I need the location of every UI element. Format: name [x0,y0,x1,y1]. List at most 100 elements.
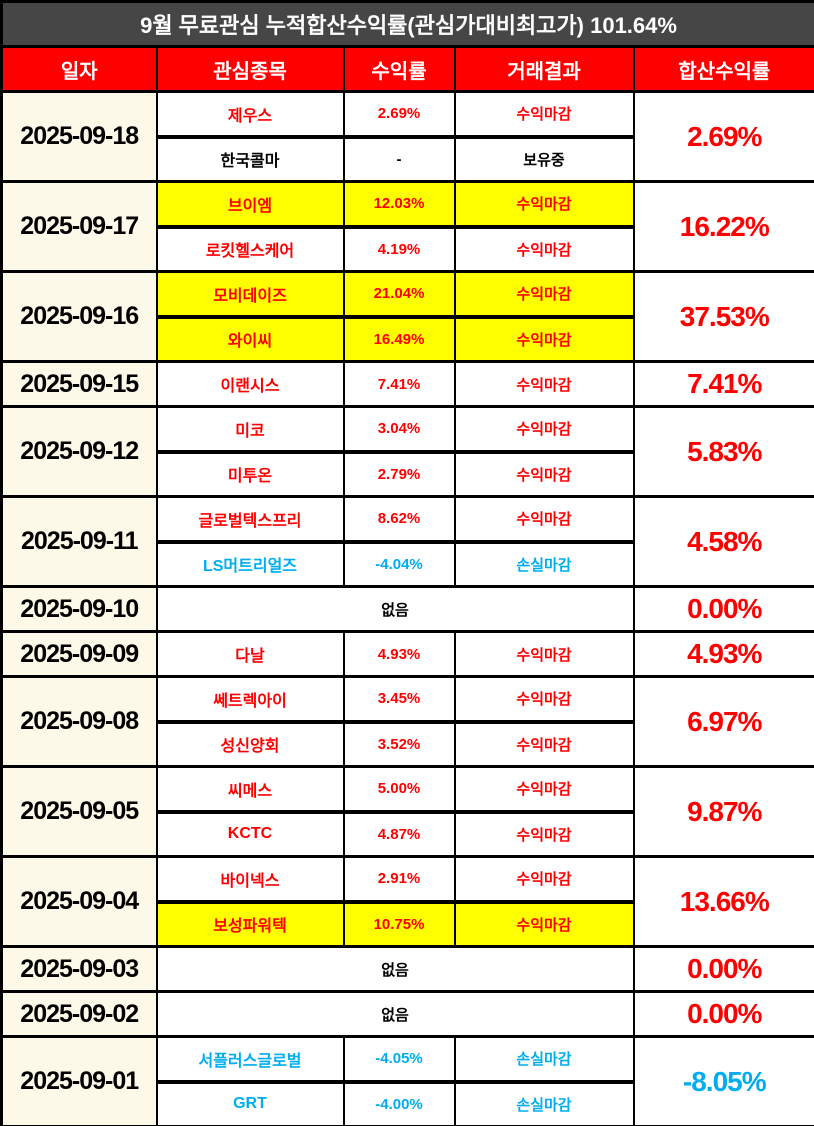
stock-name: 이랜시스 [155,360,345,408]
table-row: 2025-09-05 씨메스 5.00% 수익마감 9.87% [0,765,814,858]
table-row: 로킷헬스케어 4.19% 수익마감 [2,224,814,273]
date-value: 2025-09-01 [0,1035,158,1126]
stock-name: 미코 [155,405,345,453]
stock-name: 미투온 [155,449,345,498]
return-value: - [342,134,456,183]
total-return: 0.00% [632,585,814,633]
return-value: 8.62% [342,495,456,543]
date-value: 2025-09-02 [0,990,158,1038]
stock-name: GRT [155,1079,345,1126]
stock-name: 브이엠 [155,180,345,228]
table-row: KCTC 4.87% 수익마감 [2,809,814,858]
trade-result: 손실마감 [453,1035,635,1083]
table-row: 와이씨 16.49% 수익마감 [2,314,814,363]
date-value: 2025-09-15 [0,360,158,408]
total-return: 7.41% [632,360,814,408]
stock-name: 보성파워텍 [155,899,345,948]
trade-result: 수익마감 [453,360,635,408]
table-row: 미투온 2.79% 수익마감 [2,449,814,498]
no-pick-label: 없음 [155,945,635,993]
total-return: 5.83% [632,405,814,498]
date-value: 2025-09-10 [0,585,158,633]
stock-name: LS머트리얼즈 [155,539,345,588]
table-row: 2025-09-18 제우스 2.69% 수익마감 2.69% [0,90,814,183]
stock-name: 씨메스 [155,765,345,813]
trade-result: 수익마감 [453,90,635,138]
date-value: 2025-09-17 [0,180,158,273]
date-value: 2025-09-05 [0,765,158,858]
trade-result: 손실마감 [453,1079,635,1126]
date-value: 2025-09-18 [0,90,158,183]
return-value: 3.52% [342,719,456,768]
page-title: 9월 무료관심 누적합산수익률(관심가대비최고가) 101.64% [0,0,814,48]
column-header: 관심종목 [155,45,345,93]
stock-name: 와이씨 [155,314,345,363]
table-row: 2025-09-15 이랜시스 7.41% 수익마감 7.41% [0,360,814,408]
table-row: 2025-09-04 바이넥스 2.91% 수익마감 13.66% [0,855,814,948]
stock-name: 바이넥스 [155,855,345,903]
trade-result: 수익마감 [453,630,635,678]
return-value: 2.79% [342,449,456,498]
stock-name: 서플러스글로벌 [155,1035,345,1083]
table-row: 2025-09-08 쎄트렉아이 3.45% 수익마감 6.97% [0,675,814,768]
stock-name: 글로벌텍스프리 [155,495,345,543]
trade-result: 수익마감 [453,719,635,768]
stock-name: 한국콜마 [155,134,345,183]
return-value: 7.41% [342,360,456,408]
date-value: 2025-09-04 [0,855,158,948]
trade-result: 수익마감 [453,855,635,903]
total-return: 4.93% [632,630,814,678]
trade-result: 수익마감 [453,405,635,453]
return-value: 4.87% [342,809,456,858]
return-value: 21.04% [342,270,456,318]
no-pick-label: 없음 [155,585,635,633]
table-row: 2025-09-01 서플러스글로벌 -4.05% 손실마감 -8.05% [0,1035,814,1126]
date-value: 2025-09-16 [0,270,158,363]
stock-name: 쎄트렉아이 [155,675,345,723]
total-return: -8.05% [632,1035,814,1126]
title-row: 9월 무료관심 누적합산수익률(관심가대비최고가) 101.64% [0,0,814,48]
no-pick-label: 없음 [155,990,635,1038]
table-row: 한국콜마 - 보유중 [2,134,814,183]
trade-result: 수익마감 [453,180,635,228]
total-return: 6.97% [632,675,814,768]
table-row: 2025-09-03 없음 0.00% [0,945,814,993]
header-row: 일자 관심종목 수익률 거래결과 합산수익률 [0,45,814,93]
stock-name: KCTC [155,809,345,858]
return-value: -4.04% [342,539,456,588]
table-row: 2025-09-11 글로벌텍스프리 8.62% 수익마감 4.58% [0,495,814,588]
table-row: 2025-09-09 다날 4.93% 수익마감 4.93% [0,630,814,678]
table-row: 성신양회 3.52% 수익마감 [2,719,814,768]
return-value: 4.93% [342,630,456,678]
total-return: 4.58% [632,495,814,588]
table-row: LS머트리얼즈 -4.04% 손실마감 [2,539,814,588]
stock-name: 로킷헬스케어 [155,224,345,273]
table-row: 2025-09-10 없음 0.00% [0,585,814,633]
trade-result: 수익마감 [453,449,635,498]
trade-result: 수익마감 [453,809,635,858]
total-return: 2.69% [632,90,814,183]
column-header: 거래결과 [453,45,635,93]
return-value: 4.19% [342,224,456,273]
table-row: GRT -4.00% 손실마감 [2,1079,814,1126]
return-value: 10.75% [342,899,456,948]
date-value: 2025-09-03 [0,945,158,993]
table-row: 보성파워텍 10.75% 수익마감 [2,899,814,948]
date-value: 2025-09-11 [0,495,158,588]
trade-result: 수익마감 [453,675,635,723]
trade-result: 수익마감 [453,899,635,948]
return-value: 3.04% [342,405,456,453]
total-return: 0.00% [632,945,814,993]
return-value: -4.05% [342,1035,456,1083]
stock-name: 성신양회 [155,719,345,768]
stock-name: 모비데이즈 [155,270,345,318]
return-value: 16.49% [342,314,456,363]
total-return: 9.87% [632,765,814,858]
table-row: 2025-09-12 미코 3.04% 수익마감 5.83% [0,405,814,498]
table-row: 2025-09-17 브이엠 12.03% 수익마감 16.22% [0,180,814,273]
return-value: 3.45% [342,675,456,723]
trade-result: 수익마감 [453,765,635,813]
trade-result: 보유중 [453,134,635,183]
date-value: 2025-09-09 [0,630,158,678]
